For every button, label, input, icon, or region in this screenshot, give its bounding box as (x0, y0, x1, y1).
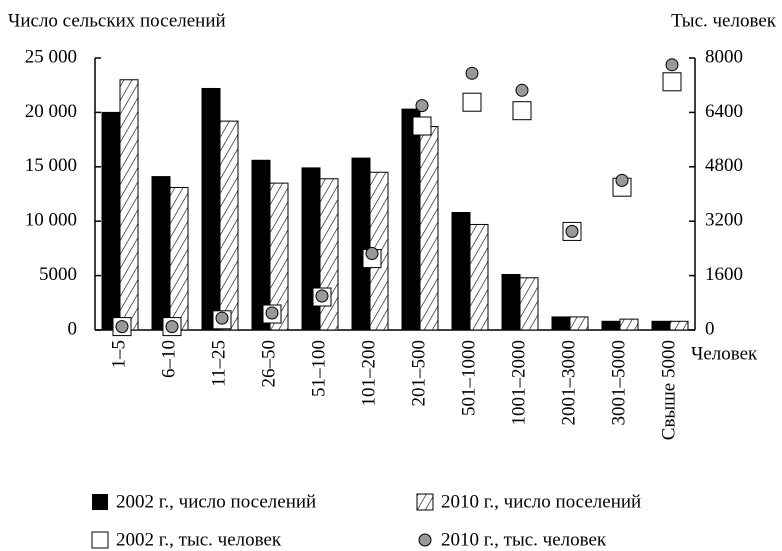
legend-label: 2010 г., тыс. человек (441, 529, 607, 550)
marker-square (462, 92, 482, 112)
x-tick-label: 1001–2000 (508, 340, 529, 426)
legend-label: 2010 г., число поселений (441, 491, 641, 512)
bar (469, 223, 489, 331)
y2-tick-label: 1600 (705, 264, 743, 285)
bar (451, 211, 471, 331)
marker-circle (465, 66, 479, 80)
y2-tick-label: 8000 (705, 46, 743, 67)
bar (201, 87, 221, 331)
marker-circle (665, 58, 679, 72)
bar (401, 108, 421, 331)
bar (319, 178, 339, 331)
marker-circle (165, 320, 179, 334)
bar (619, 318, 639, 331)
x-tick-label: 501–1000 (458, 340, 479, 416)
marker-circle (365, 247, 379, 260)
bar (569, 316, 589, 331)
y2-tick-label: 6400 (705, 101, 743, 122)
legend-label: 2002 г., тыс. человек (116, 529, 282, 550)
x-tick-label: 51–100 (308, 340, 329, 397)
bar (269, 182, 289, 331)
bar (501, 274, 521, 331)
x-axis-title: Человек (691, 343, 758, 364)
legend-swatch (91, 531, 109, 549)
x-tick-label: 101–200 (358, 340, 379, 407)
bar (651, 320, 671, 331)
bar (101, 111, 121, 331)
bar (601, 320, 621, 331)
bar (219, 120, 239, 331)
marker-circle (615, 173, 629, 187)
bar (419, 126, 439, 331)
marker-circle (415, 99, 429, 113)
bar (519, 277, 539, 331)
bar (669, 320, 689, 331)
x-tick-label: 1–5 (108, 340, 129, 369)
marker-square (662, 72, 682, 92)
marker-circle (315, 289, 329, 303)
y-tick-label: 25 000 (25, 46, 77, 67)
x-tick-label: 11–25 (208, 340, 229, 387)
y2-tick-label: 3200 (705, 210, 743, 231)
bar (169, 186, 189, 331)
x-tick-label: Свыше 5000 (658, 340, 679, 440)
bar (551, 316, 571, 331)
y-tick-label: 5000 (39, 264, 77, 285)
x-tick-label: 6–10 (158, 340, 179, 378)
marker-circle (565, 224, 579, 238)
y2-tick-label: 4800 (705, 155, 743, 176)
legend-swatch (418, 533, 432, 547)
y-tick-label: 0 (68, 318, 78, 339)
marker-circle (515, 83, 529, 97)
bar (151, 176, 171, 331)
legend: 2002 г., число поселений 2010 г., число … (91, 491, 641, 550)
bar (351, 157, 371, 331)
y-tick-label: 15 000 (25, 155, 77, 176)
y-axis-title: Число сельских поселений (8, 10, 226, 31)
y-tick-label: 10 000 (25, 210, 77, 231)
legend-swatch (92, 494, 108, 510)
x-tick-label: 3001–5000 (608, 340, 629, 426)
marker-circle (215, 311, 229, 325)
y-tick-label: 20 000 (25, 101, 77, 122)
marker-circle (115, 320, 129, 334)
legend-label: 2002 г., число поселений (116, 491, 316, 512)
x-tick-label: 201–500 (408, 340, 429, 407)
marker-circle (265, 306, 279, 320)
y2-tick-label: 0 (705, 318, 715, 339)
x-tick-label: 26–50 (258, 340, 279, 388)
x-tick-label: 2001–3000 (558, 340, 579, 426)
marker-square (512, 101, 532, 121)
y2-axis-title: Тыс. человек (671, 10, 777, 31)
marker-square (412, 116, 432, 136)
bar (119, 79, 139, 331)
legend-swatch (416, 493, 434, 511)
